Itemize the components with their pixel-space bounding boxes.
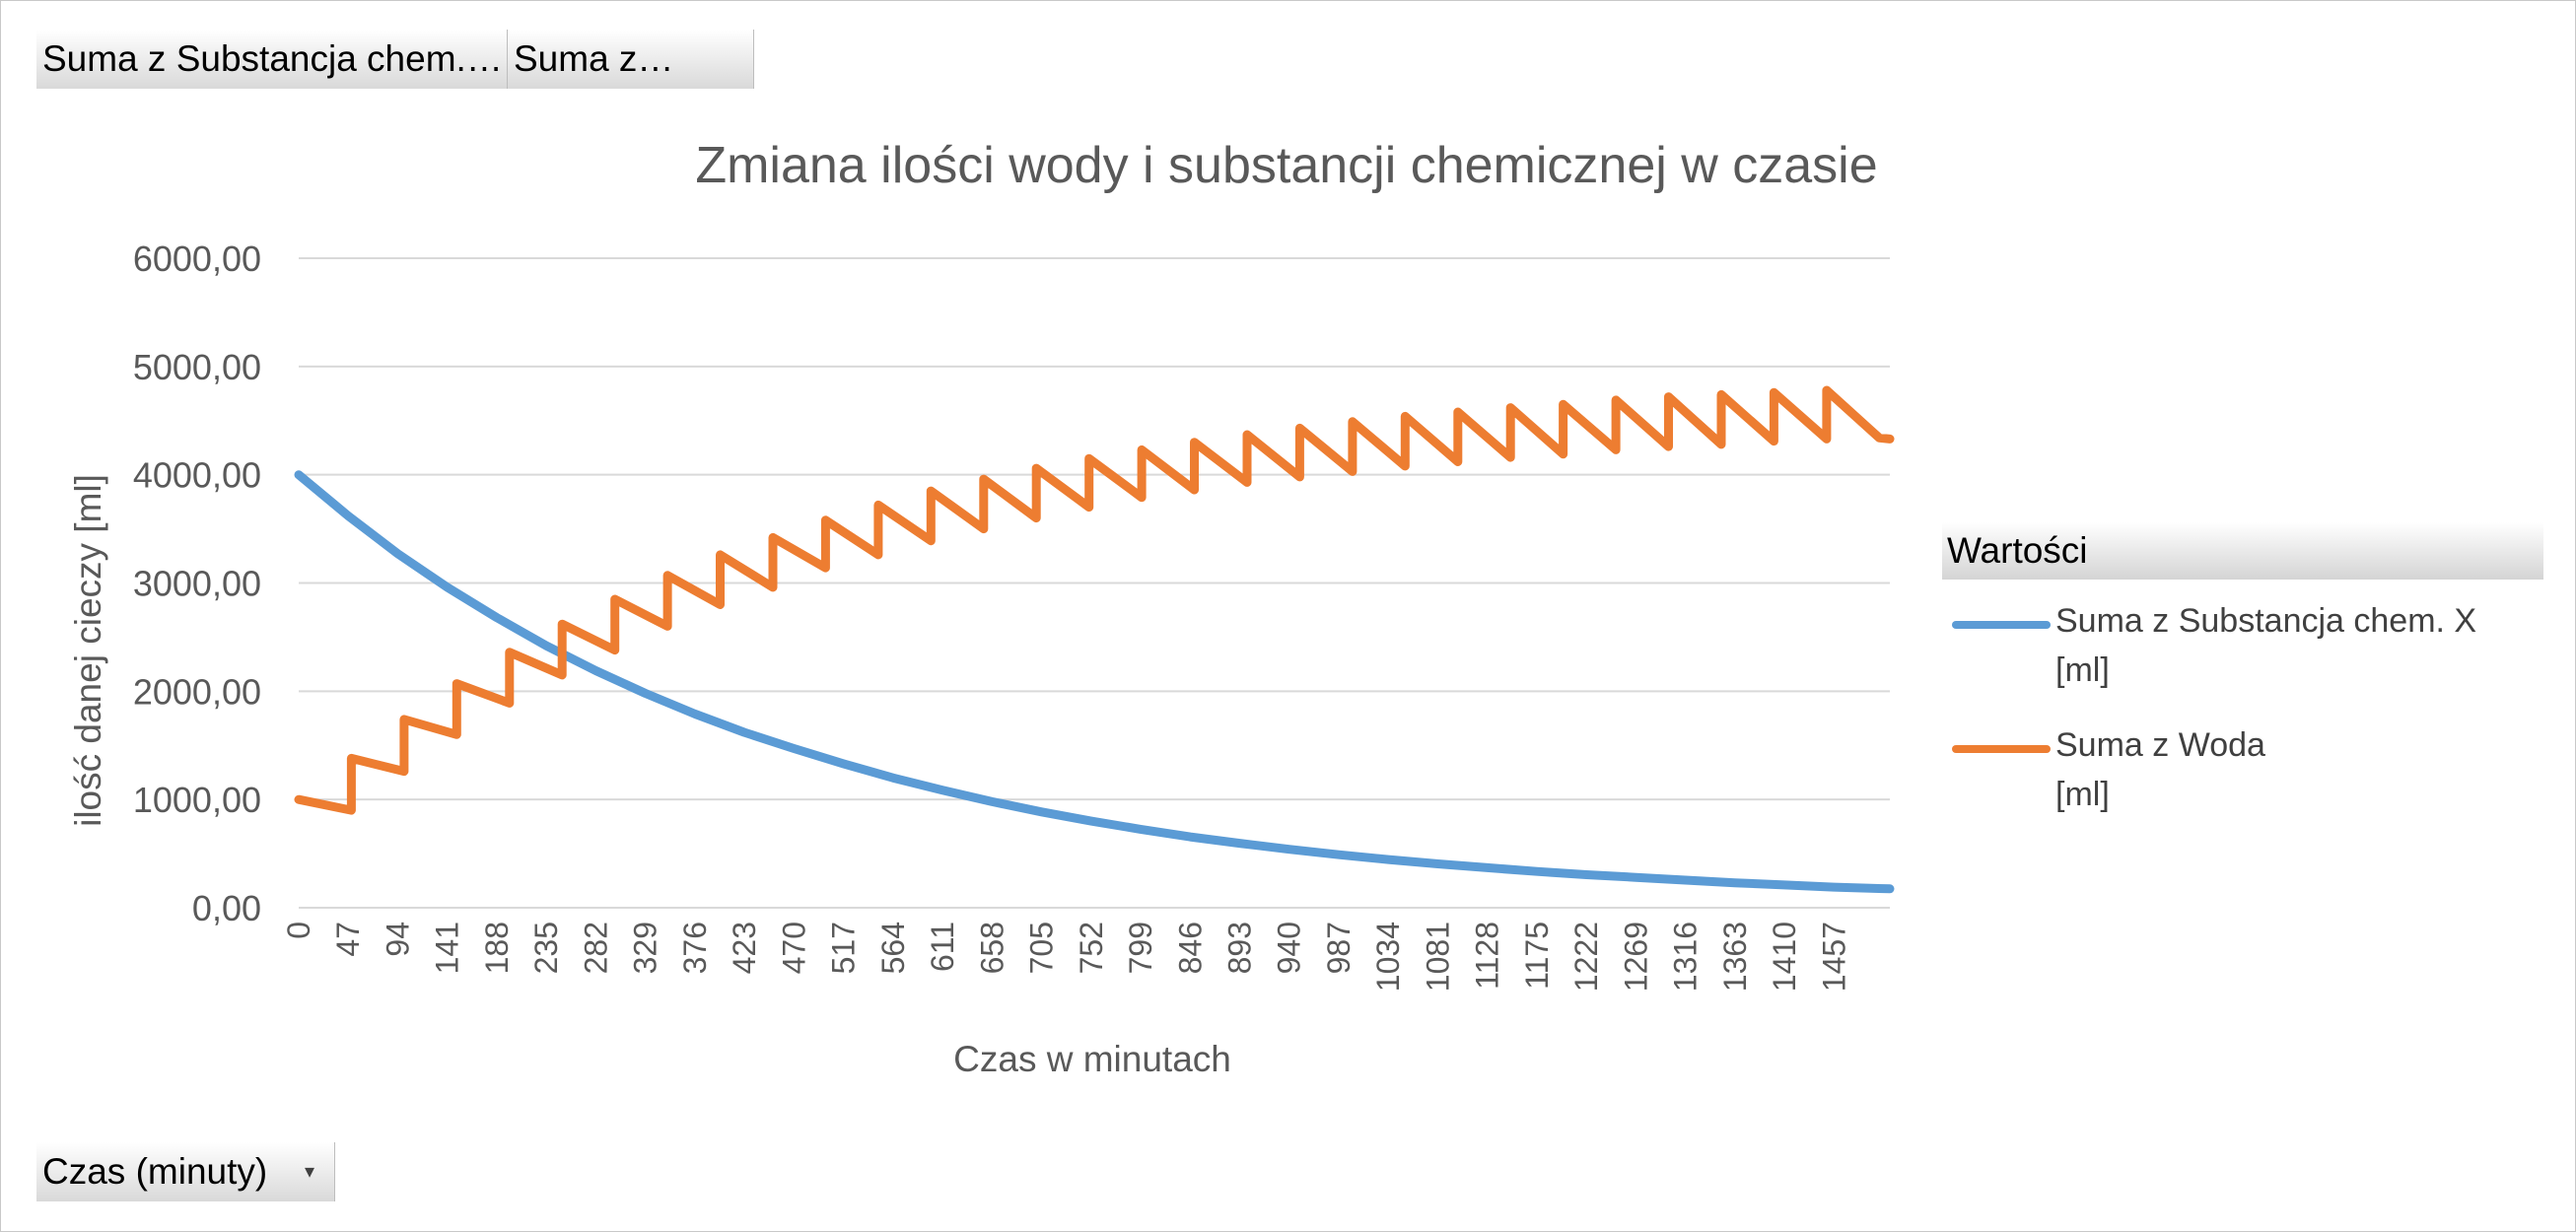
x-tick-label: 658 — [974, 922, 1010, 974]
x-tick-label: 235 — [528, 922, 564, 974]
pivot-axis-field-label: Czas (minuty) — [42, 1151, 268, 1192]
y-tick-label: 5000,00 — [133, 347, 261, 387]
x-tick-label: 0 — [281, 922, 316, 939]
x-tick-label: 940 — [1272, 922, 1307, 974]
y-tick-label: 2000,00 — [133, 671, 261, 712]
x-axis-label: Czas w minutach — [953, 1039, 1231, 1079]
series-layer — [294, 385, 1895, 894]
y-tick-label: 0,00 — [192, 888, 261, 928]
x-tick-label: 1269 — [1618, 922, 1653, 992]
x-tick-label: 611 — [925, 922, 960, 972]
x-tick-label: 47 — [330, 922, 366, 957]
x-tick-label: 799 — [1123, 922, 1158, 974]
pivot-axis-field-button[interactable]: Czas (minuty) ▾ — [36, 1142, 335, 1201]
y-axis-ticks: 0,00 1000,00 2000,00 3000,00 4000,00 5000,00 6… — [133, 239, 261, 928]
x-tick-label: 94 — [380, 922, 415, 957]
legend-label-substance: Suma z Substancja chem. X [ml] — [2055, 602, 2477, 689]
gridlines — [299, 257, 1890, 909]
pivot-value-button-substance[interactable]: Suma z Substancja chem.… — [36, 30, 508, 89]
y-axis-label: ilość danej cieczy [ml] — [68, 474, 108, 827]
y-tick-label: 1000,00 — [133, 780, 261, 820]
series-line-substance[interactable] — [294, 470, 1895, 894]
x-tick-label: 423 — [727, 922, 762, 974]
x-tick-label: 752 — [1074, 922, 1109, 974]
chart-title: Zmiana ilości wody i substancji chemiczn… — [695, 137, 1877, 194]
legend-swatch-water — [1952, 745, 2051, 753]
legend-swatch-substance — [1952, 621, 2051, 629]
x-tick-label: 376 — [677, 922, 713, 974]
x-tick-label: 846 — [1172, 922, 1208, 974]
pivot-value-button-water[interactable]: Suma z… — [508, 30, 754, 89]
x-tick-label: 1175 — [1519, 922, 1555, 990]
x-tick-label: 1410 — [1767, 922, 1802, 992]
x-tick-label: 1128 — [1470, 922, 1505, 990]
x-tick-label: 329 — [628, 922, 663, 974]
x-tick-label: 1316 — [1668, 922, 1704, 992]
legend-label-water: Suma z Woda [ml] — [2055, 726, 2265, 813]
x-axis-ticks: 0 47 94 141 188 235 282 329 376 423 470 517 564 611 65… — [281, 922, 1851, 992]
x-tick-label: 705 — [1024, 922, 1060, 974]
x-tick-label: 1034 — [1370, 922, 1406, 992]
x-tick-label: 470 — [776, 922, 811, 974]
x-tick-label: 1457 — [1816, 922, 1851, 992]
y-tick-label: 6000,00 — [133, 239, 261, 279]
x-tick-label: 141 — [430, 922, 465, 974]
x-tick-label: 188 — [479, 922, 515, 974]
legend-header[interactable]: Wartości — [1942, 522, 2543, 580]
y-tick-label: 4000,00 — [133, 455, 261, 496]
x-tick-label: 1363 — [1717, 922, 1753, 992]
x-tick-label: 1081 — [1420, 922, 1455, 992]
x-tick-label: 893 — [1222, 922, 1258, 974]
x-tick-label: 517 — [826, 922, 862, 974]
x-tick-label: 282 — [578, 922, 613, 974]
series-line-water[interactable] — [294, 385, 1895, 815]
x-tick-label: 564 — [875, 922, 911, 974]
y-tick-label: 3000,00 — [133, 564, 261, 604]
x-tick-label: 1222 — [1568, 922, 1604, 992]
x-tick-label: 987 — [1321, 922, 1357, 974]
chevron-down-icon[interactable]: ▾ — [304, 1161, 314, 1183]
